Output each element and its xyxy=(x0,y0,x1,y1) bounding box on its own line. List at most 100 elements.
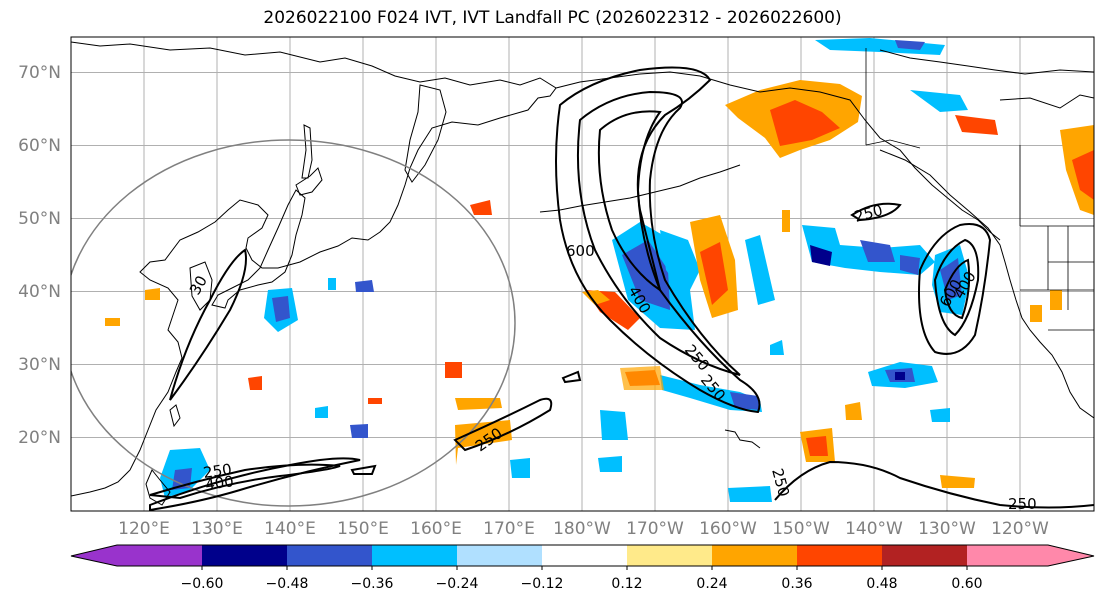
lat-label: 40°N xyxy=(18,282,61,302)
colorbar-segment xyxy=(457,545,543,566)
colorbar-tick-label: −0.60 xyxy=(181,576,224,592)
gridlines xyxy=(71,37,1094,511)
colorbar-extend-high xyxy=(1048,545,1094,566)
contour-label: 600 xyxy=(566,242,595,260)
political-borders xyxy=(865,48,1094,331)
region-circle xyxy=(71,139,516,507)
coastline-aleutians xyxy=(539,164,741,213)
coastline-hudson xyxy=(999,94,1094,109)
lat-label: 30°N xyxy=(18,355,61,375)
pc-negative-region xyxy=(355,280,374,292)
colorbar-segment xyxy=(967,545,1048,566)
border-states xyxy=(1020,289,1094,331)
pc-negative-region xyxy=(328,278,336,290)
ivt-contour-250 xyxy=(453,397,553,452)
lon-label: 130°E xyxy=(191,519,243,539)
pc-negative-region xyxy=(660,230,700,298)
colorbar-tick-label: −0.12 xyxy=(521,576,564,592)
coastline-hokkaido xyxy=(295,167,323,196)
ivt-contours xyxy=(149,66,1094,511)
lat-label: 50°N xyxy=(18,209,61,229)
border-provinces xyxy=(1019,145,1094,310)
lon-label: 150°E xyxy=(337,519,389,539)
pc-positive-region xyxy=(145,288,160,300)
colorbar-tick-label: 0.24 xyxy=(696,576,727,592)
pc-negative-region xyxy=(930,408,950,422)
pc-negative-region xyxy=(730,392,760,410)
lon-label: 120°E xyxy=(118,519,170,539)
coastline-sakhalin xyxy=(301,124,313,179)
lat-label: 60°N xyxy=(18,136,61,156)
pc-positive-region xyxy=(940,475,975,488)
ivt-contour-400 xyxy=(576,90,741,376)
contour-label: 250 xyxy=(1008,495,1037,513)
colorbar-tick-label: 0.36 xyxy=(781,576,812,592)
pc-negative-region xyxy=(770,340,784,355)
colorbar: −0.60 −0.48 −0.36 −0.24 −0.12 0.12 0.24 … xyxy=(70,544,1095,592)
ivt-contour-250 xyxy=(555,66,761,414)
ivt-contour-600 xyxy=(943,258,971,320)
lat-label: 20°N xyxy=(18,428,61,448)
colorbar-segment xyxy=(882,545,968,566)
colorbar-tick-label: 0.48 xyxy=(866,576,897,592)
pc-positive-region xyxy=(368,398,382,404)
pc-positive-region xyxy=(445,362,462,378)
colorbar-segment xyxy=(372,545,458,566)
colorbar-segment xyxy=(542,545,628,566)
pc-negative-region xyxy=(810,245,832,266)
colorbar-outline xyxy=(70,544,1095,567)
pc-negative-region xyxy=(728,486,772,502)
map-title: 2026022100 F024 IVT, IVT Landfall PC (20… xyxy=(263,8,842,28)
pc-positive-region xyxy=(620,366,664,390)
pc-positive-region xyxy=(806,436,828,456)
pc-positive-region xyxy=(1030,305,1042,322)
pc-negative-region xyxy=(315,406,328,418)
pc-negative-region xyxy=(895,40,925,50)
pc-negative-region xyxy=(900,255,920,275)
colorbar-tick-label: −0.24 xyxy=(436,576,479,592)
lon-label: 140°W xyxy=(845,519,903,539)
colorbar-segment xyxy=(797,545,883,566)
lon-label: 140°E xyxy=(264,519,316,539)
pc-positive-region xyxy=(1050,290,1062,310)
pc-positive-region xyxy=(955,115,998,135)
pc-positive-region xyxy=(470,200,492,215)
contour-label: 400 xyxy=(204,472,235,494)
pc-negative-region xyxy=(598,456,622,472)
map-border xyxy=(70,36,1095,512)
pc-negative-region xyxy=(910,90,968,112)
ivt-contour-400 xyxy=(933,238,980,337)
coastline-japan xyxy=(211,189,306,309)
lon-label: 130°W xyxy=(918,519,976,539)
pc-positive-region xyxy=(105,318,120,326)
ivt-contour-250 xyxy=(169,248,247,401)
pc-positive-region xyxy=(782,210,790,232)
ivt-contour-250 xyxy=(561,370,582,384)
pc-positive-region xyxy=(700,242,728,305)
lon-label: 170°E xyxy=(483,519,535,539)
colorbar-extend-low xyxy=(71,545,117,566)
pc-positive-region xyxy=(770,100,840,146)
lon-label: 170°W xyxy=(626,519,684,539)
ivt-contour-250 xyxy=(774,460,1094,509)
pc-negative-region xyxy=(510,458,530,478)
pc-positive-region xyxy=(248,376,262,390)
ivt-contour-250 xyxy=(918,223,992,355)
pc-negative-region xyxy=(350,424,368,438)
lon-label: 160°W xyxy=(699,519,757,539)
coastline-philippines xyxy=(145,469,171,506)
coastline-asia xyxy=(71,41,557,497)
ivt-contour-250 xyxy=(149,457,361,511)
latitude-labels: 20°N 30°N 40°N 50°N 60°N 70°N xyxy=(18,63,61,448)
coastline-arctic xyxy=(879,49,1094,75)
longitude-labels: 120°E 130°E 140°E 150°E 160°E 170°E 180°… xyxy=(118,519,1049,539)
pc-positive-region xyxy=(845,402,862,420)
colorbar-segment xyxy=(627,545,713,566)
ivt-contour-400 xyxy=(149,463,341,500)
lon-label: 180°W xyxy=(553,519,611,539)
ivt-contour-250 xyxy=(850,202,902,222)
coastline-hawaii xyxy=(724,429,761,449)
pc-negative-region xyxy=(272,296,290,322)
pc-shading xyxy=(105,38,1094,502)
border-canada-inner xyxy=(865,139,921,149)
